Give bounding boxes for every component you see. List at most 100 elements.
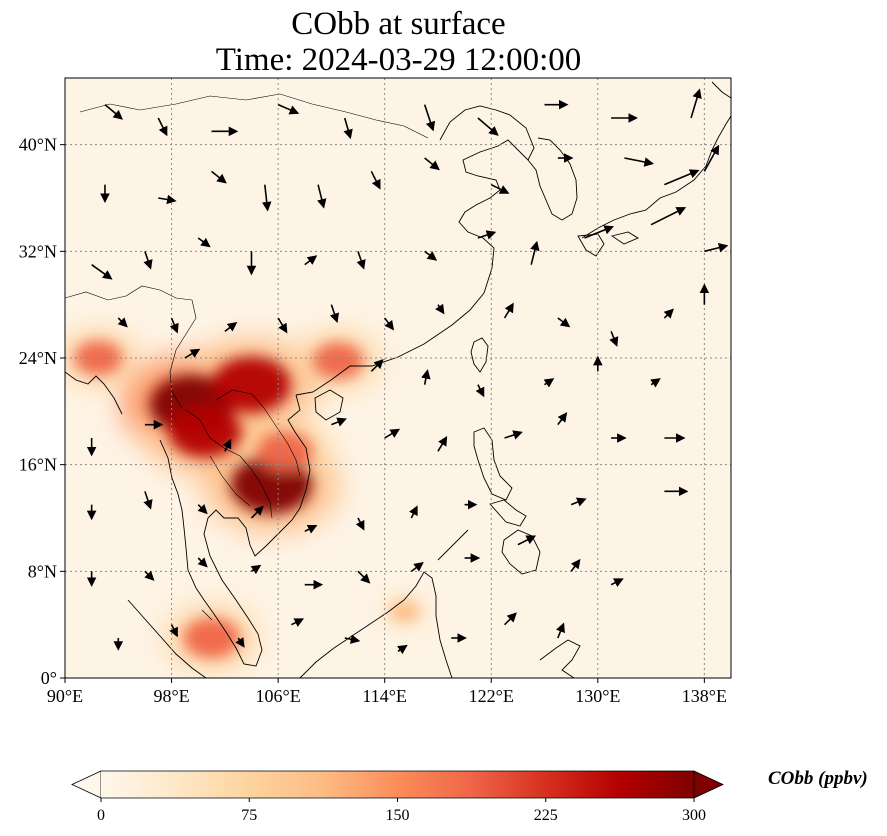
map-title: CObb at surface [291,6,506,42]
wind-arrow [355,517,365,531]
coastline-korea [527,137,578,221]
hotspot-core [183,618,240,658]
border-thailand-laos [185,409,273,519]
coastline-sumatra [127,599,207,678]
colorbar-tick-label: 75 [241,807,257,824]
wind-arrow [624,157,655,167]
wind-arrow [184,348,201,359]
wind-arrow [704,243,729,253]
colorbar-extend-low [71,770,102,799]
wind-arrow [224,321,238,332]
wind-arrow [664,169,700,186]
coastline-sulawesi [539,639,581,678]
coastline-china-mainland [295,105,535,396]
wind-arrow [530,240,540,265]
lat-tick-label: 16°N [19,455,57,475]
colorbar-tick-label: 225 [534,807,558,824]
wind-arrow [409,505,418,519]
wind-arrow [235,637,245,648]
wind-arrow [477,230,497,240]
coastline-hainan [314,389,344,421]
wind-arrow [277,317,288,334]
wind-arrow [304,525,318,534]
wind-arrow [503,612,517,626]
colorbar-tick-label: 0 [97,807,105,824]
coastline-japan-honshu [581,115,731,239]
wind-arrow [570,497,587,507]
lon-tick-label: 90°E [47,686,83,706]
wind-arrow [250,505,264,519]
coastline-japan-shikoku [610,231,639,245]
coastline-indochina [159,394,311,667]
wind-arrow [435,303,445,315]
wind-arrow [343,117,353,140]
lon-tick-label: 130°E [575,686,620,706]
border-mongolia [79,93,429,139]
hotspot-core [312,342,364,379]
coastline-hokkaido [711,81,731,99]
wind-arrow [437,435,448,452]
wind-arrow [344,634,361,644]
wind-arrow [357,570,371,584]
border-thailand-cambodia [209,455,251,507]
wind-arrow [424,157,440,171]
lon-tick-label: 98°E [153,686,189,706]
wind-arrow [556,622,565,639]
wind-arrow [157,117,168,137]
wind-arrow [197,237,211,248]
wind-arrow [424,250,438,261]
lat-tick-label: 24°N [19,348,57,368]
wind-arrow [517,535,537,546]
wind-arrow [222,438,232,452]
wind-arrow [543,378,555,388]
border-himalaya [65,285,193,301]
wind-arrow [169,317,179,334]
wind-arrow [144,570,155,581]
coastline-luzon [473,427,513,501]
wind-arrow [211,170,227,184]
wind-arrow [477,117,499,136]
wind-arrow [277,103,300,115]
border-myanmar-china [169,299,197,409]
wind-arrow [291,618,305,627]
lon-tick-label: 106°E [256,686,301,706]
wind-arrow [610,578,624,587]
wind-arrow [384,428,401,439]
wind-arrow [197,504,208,515]
map-frame [64,77,732,679]
wind-arrow [169,624,178,638]
map-timestamp: Time: 2024-03-29 12:00:00 [215,42,582,78]
wind-arrow [557,317,571,328]
wind-arrow [329,304,340,323]
wind-arrow [143,491,153,510]
wind-arrow [158,194,177,205]
lat-tick-label: 40°N [19,135,57,155]
wind-arrow [91,264,113,280]
wind-arrow [261,184,272,212]
wind-arrow [690,88,702,119]
coastline-taiwan [470,337,489,373]
wind-arrow [317,184,327,209]
wind-arrow [650,207,687,226]
wind-arrow [370,170,381,190]
wind-arrow [609,331,619,347]
coastline-borneo [299,571,453,678]
wind-arrow [475,384,485,398]
colorbar-ramp [101,771,694,798]
coastline-mindanao [501,529,541,575]
hotspot-core [212,356,291,413]
wind-arrow [570,558,581,572]
lon-tick-label: 114°E [362,686,407,706]
wind-arrow [410,561,424,572]
wind-arrow [304,255,318,266]
wind-arrow [370,359,384,372]
border-thailand-malaysia [201,609,213,621]
wind-vectors [86,88,729,655]
lat-tick-label: 0° [41,668,57,688]
wind-arrow [421,369,431,385]
map-figure: 90°E 98°E 106°E 114°E 122°E 130°E 138°E 0° 8°N 16… [19,77,732,706]
wind-arrow [663,308,674,319]
colorbar-extend-high [693,770,724,799]
lat-tick-label: 8°N [28,561,57,581]
